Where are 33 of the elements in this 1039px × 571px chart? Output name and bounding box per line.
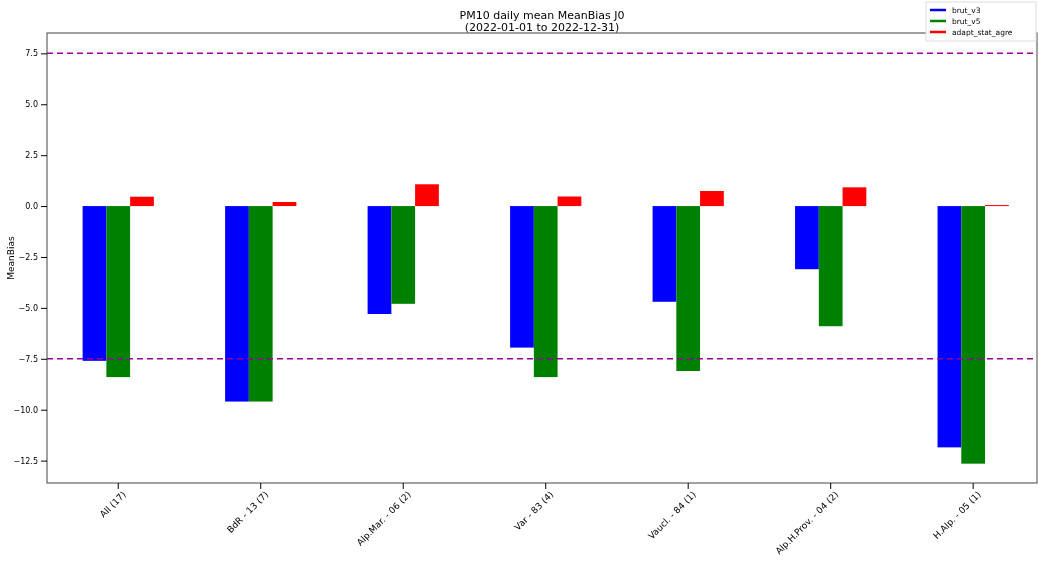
y-tick-label: −10.0 [13,405,38,415]
y-tick-label: 0.0 [25,202,38,212]
bar [676,206,701,372]
bar [510,206,534,348]
y-tick-label: −12.5 [13,456,38,466]
x-tick-label: Var - 83 (4) [512,489,556,533]
y-tick-label: −7.5 [18,354,38,364]
bar [652,206,677,302]
bar [795,206,819,270]
bar [225,206,249,402]
y-axis-title: MeanBias [6,235,16,280]
bar [130,196,154,207]
chart-subtitle: (2022-01-01 to 2022-12-31) [464,21,620,34]
y-tick-label: 7.5 [25,49,38,59]
bar [415,184,439,207]
bar [106,206,131,378]
bar [391,206,416,304]
bar [937,206,962,448]
y-tick-label: −5.0 [18,303,38,313]
bar [842,187,867,207]
bar [248,206,273,402]
bar [272,202,297,207]
bar [82,206,107,361]
y-tick-label: 5.0 [25,100,38,110]
y-tick-label: −2.5 [18,253,38,263]
y-tick-label: 2.5 [25,151,38,161]
bar [533,206,558,378]
bar [818,206,843,327]
bar [961,206,986,464]
bar [557,196,582,207]
bar [367,206,392,314]
chart-title: PM10 daily mean MeanBias J0 [459,9,625,22]
bar [700,191,724,207]
